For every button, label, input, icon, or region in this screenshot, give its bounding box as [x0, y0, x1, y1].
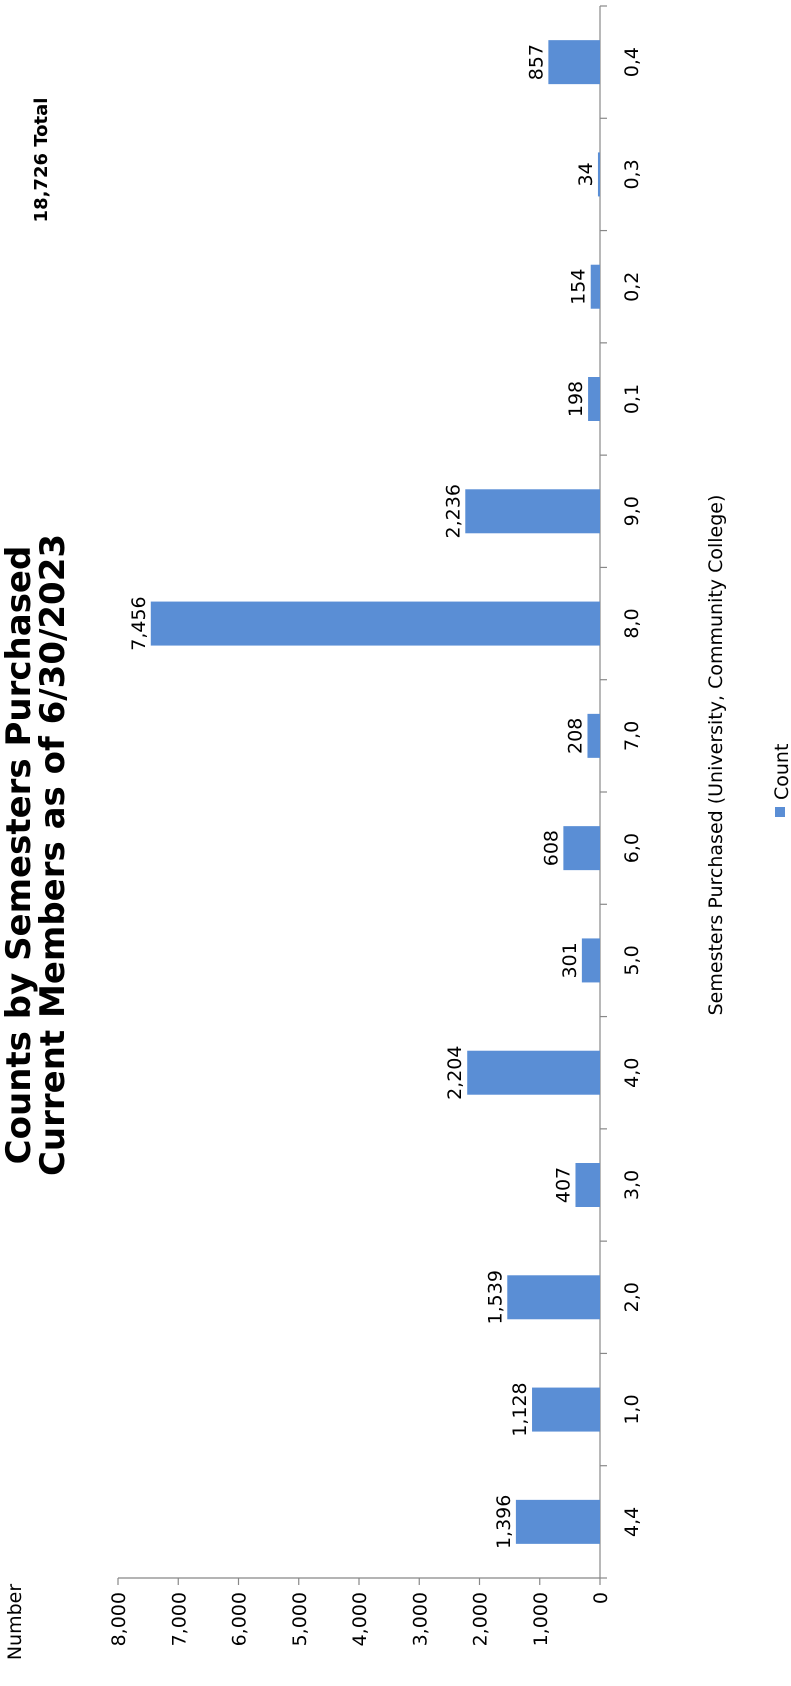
bar-value-label: 2,236 [442, 484, 464, 538]
bar [465, 489, 600, 534]
category-label: 2,0 [621, 1282, 643, 1312]
bar-value-label: 1,396 [493, 1495, 515, 1549]
bar [507, 1275, 600, 1320]
bar [150, 601, 600, 646]
y-tick-label: 5,000 [289, 1592, 311, 1646]
category-label: 7,0 [621, 721, 643, 751]
bar-value-label: 1,539 [484, 1270, 506, 1324]
bar [548, 40, 600, 85]
x-axis-title: Semesters Purchased (University, Communi… [705, 495, 727, 1016]
bar-value-label: 608 [540, 830, 562, 866]
y-axis-title: Number [4, 1584, 26, 1661]
bar-value-label: 208 [564, 718, 586, 754]
bar-value-label: 34 [575, 162, 597, 186]
category-label: 1,0 [621, 1394, 643, 1424]
bar [581, 938, 600, 983]
category-label: 6,0 [621, 833, 643, 863]
chart-title: Counts by Semesters Purchased [0, 546, 39, 1165]
bar [597, 152, 600, 197]
y-tick-label: 8,000 [108, 1592, 130, 1646]
total-label: 18,726 Total [31, 98, 52, 223]
bar-value-label: 198 [565, 381, 587, 417]
chart-subtitle: Current Members as of 6/30/2023 [33, 534, 73, 1176]
bar-value-label: 301 [559, 942, 581, 978]
legend: Count [771, 744, 791, 817]
category-label: 0,2 [621, 272, 643, 302]
bar [587, 713, 600, 758]
legend-label-count: Count [771, 744, 791, 800]
category-label: 8,0 [621, 608, 643, 638]
bar-value-label: 1,128 [509, 1382, 531, 1436]
category-label: 0,4 [621, 47, 643, 77]
y-tick-label: 2,000 [470, 1592, 492, 1646]
bar [532, 1387, 600, 1432]
category-label: 0,1 [621, 384, 643, 414]
plot-area: 01,0002,0003,0004,0005,0006,0007,0008,00… [108, 5, 643, 1646]
category-label: 3,0 [621, 1170, 643, 1200]
category-label: 4,4 [621, 1507, 643, 1537]
bar [563, 826, 600, 871]
category-label: 4,0 [621, 1058, 643, 1088]
y-tick-label: 3,000 [409, 1592, 431, 1646]
y-tick-label: 4,000 [349, 1592, 371, 1646]
bar [467, 1050, 600, 1095]
bar [590, 264, 600, 309]
bar [575, 1163, 600, 1207]
category-label: 9,0 [621, 496, 643, 526]
bar-value-label: 154 [568, 269, 590, 305]
bar-value-label: 2,204 [444, 1046, 466, 1100]
y-tick-label: 6,000 [229, 1592, 251, 1646]
bar [588, 377, 600, 421]
y-tick-label: 0 [590, 1592, 612, 1604]
bar [515, 1499, 600, 1544]
bar-value-label: 407 [552, 1167, 574, 1203]
bar-value-label: 7,456 [128, 596, 150, 650]
category-label: 0,3 [621, 159, 643, 189]
y-tick-label: 1,000 [530, 1592, 552, 1646]
bar-value-label: 857 [525, 44, 547, 80]
y-tick-label: 7,000 [168, 1592, 190, 1646]
legend-swatch-count [775, 807, 785, 817]
category-label: 5,0 [621, 945, 643, 975]
